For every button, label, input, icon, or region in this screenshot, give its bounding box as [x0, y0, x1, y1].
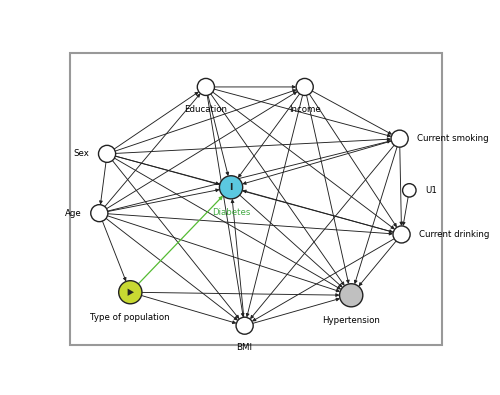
Polygon shape: [128, 289, 134, 296]
Text: Education: Education: [184, 105, 228, 114]
Circle shape: [118, 281, 142, 304]
Circle shape: [402, 184, 416, 197]
Text: Current smoking: Current smoking: [418, 134, 489, 143]
Circle shape: [198, 79, 214, 96]
Text: BMI: BMI: [236, 343, 252, 352]
Circle shape: [393, 226, 410, 243]
Text: Diabetes: Diabetes: [212, 208, 250, 217]
Circle shape: [236, 317, 253, 334]
Circle shape: [391, 130, 408, 147]
Text: U1: U1: [425, 186, 437, 195]
Text: I: I: [230, 183, 233, 192]
Text: Age: Age: [65, 209, 82, 218]
Circle shape: [98, 145, 116, 162]
Text: Type of population: Type of population: [90, 313, 170, 322]
Text: Income: Income: [289, 105, 320, 114]
Circle shape: [220, 176, 242, 199]
Circle shape: [296, 79, 314, 96]
Text: Sex: Sex: [74, 149, 90, 158]
Text: Current drinking: Current drinking: [420, 230, 490, 239]
Circle shape: [90, 205, 108, 222]
Text: Hypertension: Hypertension: [322, 316, 380, 325]
Circle shape: [340, 284, 363, 307]
